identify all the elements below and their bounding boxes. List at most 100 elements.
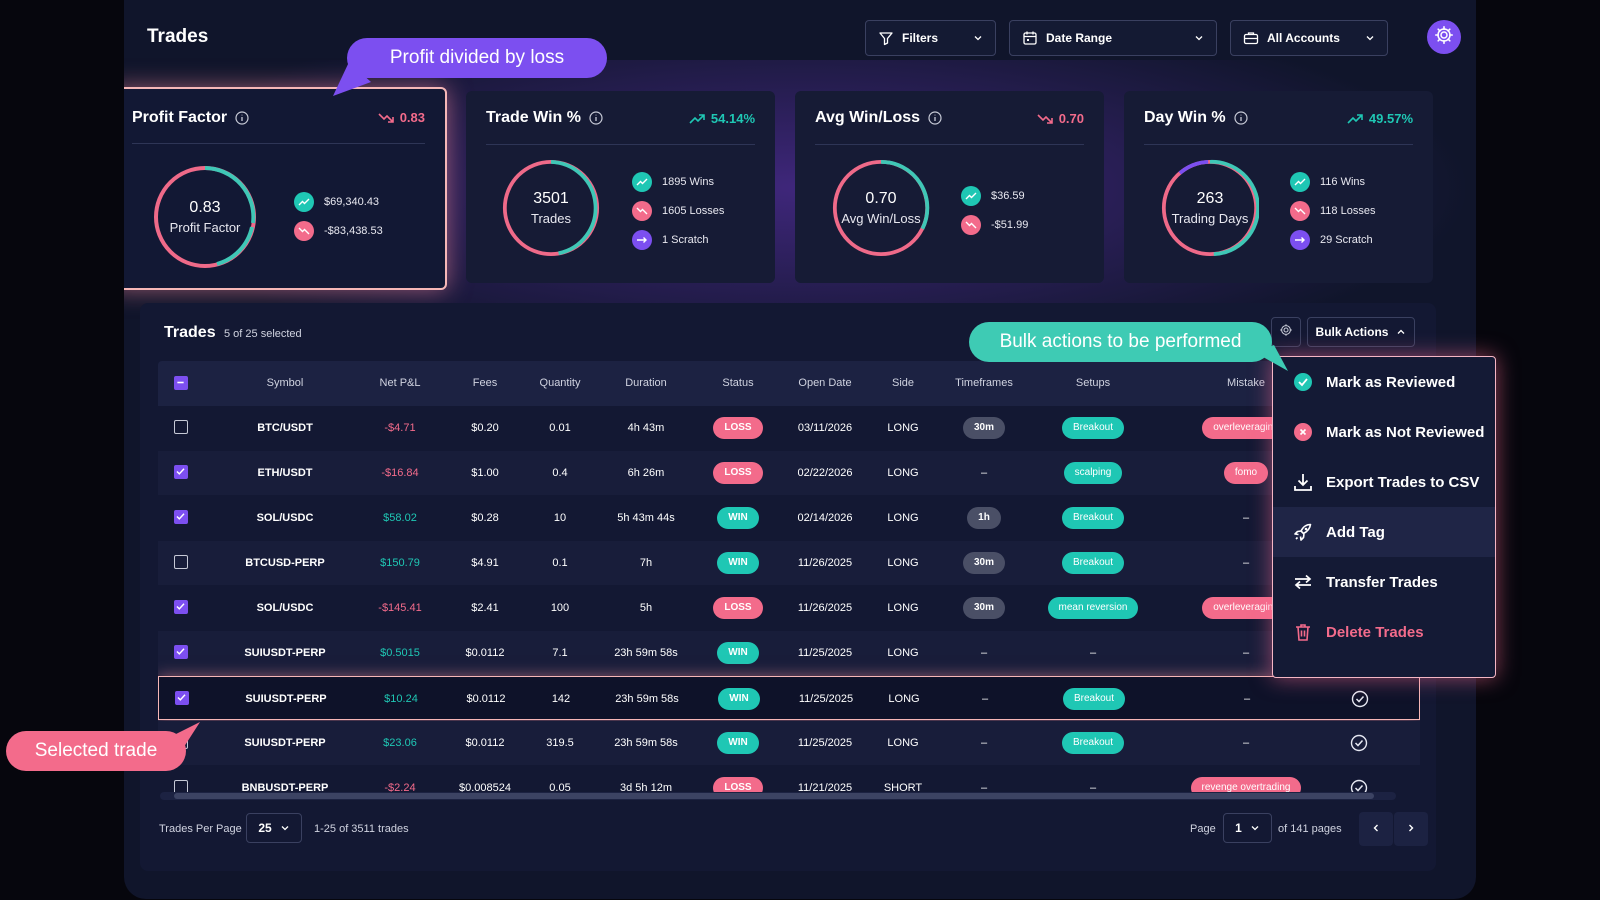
column-header[interactable]: Net P&L [379, 377, 421, 389]
timeframe-badge: 30m [962, 417, 1005, 440]
mistake-tag[interactable]: overleveraging [1202, 597, 1290, 620]
cell-duration: 4h 43m [627, 422, 665, 434]
cell-side: LONG [887, 512, 919, 524]
setup-tag[interactable]: Breakout [1061, 732, 1125, 755]
cell-duration: 5h [639, 602, 653, 614]
arrow-right-icon [632, 229, 652, 250]
cell-duration: 23h 59m 58s [614, 647, 678, 659]
column-header[interactable]: Open Date [798, 377, 852, 389]
callout-profit-factor: Profit divided by loss [347, 38, 607, 78]
cell-net-pnl: -$16.84 [381, 467, 419, 479]
column-header[interactable]: Symbol [266, 377, 304, 389]
next-page-button[interactable] [1394, 812, 1428, 846]
page-select[interactable]: 1 [1223, 813, 1272, 843]
horizontal-scrollbar[interactable] [160, 792, 1396, 800]
mistake-tag[interactable]: fomo [1223, 462, 1269, 485]
chevron-down-icon [973, 33, 983, 43]
prev-page-button[interactable] [1359, 812, 1393, 846]
info-icon[interactable] [589, 111, 603, 125]
table-row[interactable]: SOL/USDC $58.02 $0.28 10 5h 43m 44s WIN 02/14/… [158, 496, 1420, 540]
chevron-down-icon [280, 823, 290, 833]
table-row[interactable]: BNBUSDT-PERP -$2.24 $0.008524 0.05 3d 5h 12m… [158, 766, 1420, 792]
settings-button[interactable] [1427, 20, 1461, 54]
status-badge: WIN [717, 552, 759, 575]
setup-tag[interactable]: Breakout [1061, 417, 1125, 440]
row-checkbox[interactable] [174, 555, 188, 569]
menu-item-add-tag[interactable]: Add Tag [1273, 507, 1495, 557]
table-row[interactable]: ETH/USDT -$16.84 $1.00 0.4 6h 26m LOSS 02/22/2… [158, 451, 1420, 495]
legend-item: 118 Losses [1290, 196, 1375, 225]
column-header[interactable]: Setups [1075, 377, 1111, 389]
table-row[interactable]: BTCUSD-PERP $150.79 $4.91 0.1 7h WIN 11/26/202… [158, 541, 1420, 585]
column-header[interactable]: Fees [472, 377, 498, 389]
reviewed-check-icon[interactable] [1350, 779, 1368, 792]
cell-fees: $0.20 [471, 422, 499, 434]
card-title-text: Avg Win/Loss [815, 109, 921, 126]
range-text: 1-25 of 3511 trades [314, 823, 409, 835]
trend-down-icon [1037, 113, 1055, 125]
mistake-tag[interactable]: revenge overtrading [1190, 777, 1302, 792]
column-header[interactable]: Duration [625, 377, 667, 389]
cell-symbol: SOL/USDC [256, 602, 314, 614]
setup-tag[interactable]: Breakout [1061, 507, 1125, 530]
table-row[interactable]: SOL/USDC -$145.41 $2.41 100 5h LOSS 11/26/2025… [158, 586, 1420, 630]
setup-tag[interactable]: scalping [1063, 462, 1123, 485]
filters-button[interactable]: Filters [865, 20, 996, 56]
menu-item-mark-not-reviewed[interactable]: Mark as Not Reviewed [1273, 407, 1495, 457]
bulk-actions-label: Bulk Actions [1315, 325, 1389, 339]
row-checkbox[interactable] [174, 420, 188, 434]
column-header[interactable]: Mistake [1227, 377, 1265, 389]
setup-tag[interactable]: mean reversion [1047, 597, 1139, 620]
card-divider [132, 143, 425, 144]
cell-setup: Breakout [1028, 406, 1158, 450]
bulk-actions-button[interactable]: Bulk Actions [1307, 317, 1415, 347]
select-all-checkbox[interactable] [174, 376, 188, 390]
cell-timeframe: 30m [934, 541, 1034, 585]
table-row-selected[interactable]: SUIUSDT-PERP $10.24 $0.0112 142 23h 59m 58s W… [158, 676, 1420, 720]
info-icon[interactable] [1234, 111, 1248, 125]
menu-item-export-csv[interactable]: Export Trades to CSV [1273, 457, 1495, 507]
scrollbar-thumb[interactable] [174, 793, 1374, 799]
row-checkbox[interactable] [174, 780, 188, 792]
cell-open-date: 11/25/2025 [797, 737, 853, 749]
table-settings-button[interactable] [1271, 317, 1301, 347]
cell-open-date: 11/21/2025 [797, 782, 853, 792]
menu-item-mark-reviewed[interactable]: Mark as Reviewed [1273, 357, 1495, 407]
cell-duration: 7h [639, 557, 653, 569]
column-header[interactable]: Timeframes [955, 377, 1013, 389]
info-icon[interactable] [928, 111, 942, 125]
column-header[interactable]: Quantity [539, 377, 581, 389]
table-row[interactable]: BTC/USDT -$4.71 $0.20 0.01 4h 43m LOSS 03/11/2… [158, 406, 1420, 450]
cell-fees: $0.28 [471, 512, 499, 524]
setup-tag[interactable]: Breakout [1061, 552, 1125, 575]
column-header[interactable]: Side [891, 377, 915, 389]
cell-duration: 6h 26m [627, 467, 665, 479]
cell-symbol: SUIUSDT-PERP [245, 693, 327, 705]
accounts-button[interactable]: All Accounts [1230, 20, 1388, 56]
menu-item-transfer[interactable]: Transfer Trades [1273, 557, 1495, 607]
trend-down-icon [961, 214, 981, 235]
bulk-actions-menu: Mark as Reviewed Mark as Not Reviewed Ex… [1272, 356, 1496, 678]
table-row[interactable]: SUIUSDT-PERP $0.5015 $0.0112 7.1 23h 59m 58s… [158, 631, 1420, 675]
row-checkbox[interactable] [174, 510, 188, 524]
row-checkbox[interactable] [175, 691, 189, 705]
card-divider [486, 144, 755, 145]
card-legend: 116 Wins 118 Losses 29 Scratch [1290, 167, 1375, 254]
check-circle-icon [1293, 372, 1313, 392]
reviewed-check-icon[interactable] [1350, 734, 1368, 752]
table-row[interactable]: SUIUSDT-PERP $23.06 $0.0112 319.5 23h 59m 58… [158, 721, 1420, 765]
per-page-select[interactable]: 25 [246, 813, 302, 843]
info-icon[interactable] [235, 111, 249, 125]
row-checkbox[interactable] [174, 465, 188, 479]
menu-item-delete[interactable]: Delete Trades [1273, 607, 1495, 657]
date-range-button[interactable]: Date Range [1009, 20, 1217, 56]
mistake-tag[interactable]: overleveraging [1202, 417, 1290, 440]
reviewed-check-icon[interactable] [1351, 690, 1369, 708]
page-value: 1 [1235, 821, 1242, 835]
row-checkbox[interactable] [174, 600, 188, 614]
cell-status: WIN [698, 541, 778, 585]
row-checkbox[interactable] [174, 645, 188, 659]
column-header[interactable]: Status [722, 377, 754, 389]
setup-tag[interactable]: Breakout [1062, 688, 1126, 711]
cell-fees: $2.41 [471, 602, 499, 614]
